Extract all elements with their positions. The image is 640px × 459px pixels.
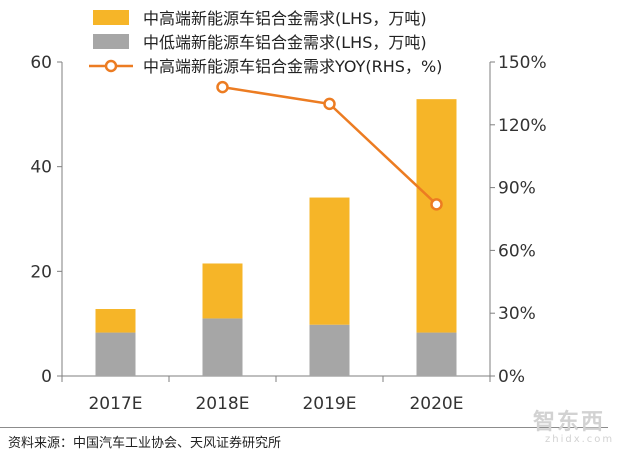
x-tick-label: 2019E <box>302 394 356 414</box>
watermark-url: zhidx.com <box>545 434 615 445</box>
legend-swatch <box>93 10 129 25</box>
source-divider <box>0 427 608 428</box>
x-tick-label: 2017E <box>88 394 142 414</box>
legend-marker <box>104 59 118 73</box>
axes: 0 20 40 60 0% 30% 60% 90% 120% 150% 2017E 2018E 2019… <box>30 53 546 414</box>
legend: 中高端新能源车铝合金需求(LHS，万吨) 中低端新能源车铝合金需求(LHS，万吨)… <box>89 9 442 76</box>
bars <box>95 99 457 376</box>
x-tick-label: 2018E <box>195 394 249 414</box>
chart: 中高端新能源车铝合金需求(LHS，万吨) 中低端新能源车铝合金需求(LHS，万吨)… <box>30 9 546 414</box>
watermark: 智东西 zhidx.com <box>533 404 633 454</box>
yoy-point <box>216 80 229 94</box>
yoy-point <box>323 97 336 111</box>
bar-highend-2018E <box>202 263 243 319</box>
left-tick-label: 20 <box>30 262 52 282</box>
right-tick-label: 120% <box>498 116 547 136</box>
watermark-logo: 智东西 <box>533 410 606 435</box>
right-tick-label: 90% <box>498 179 536 199</box>
left-tick-label: 0 <box>41 367 52 387</box>
right-tick-label: 30% <box>498 304 536 324</box>
source-note: 资料来源：中国汽车工业协会、天风证券研究所 <box>8 436 282 451</box>
left-tick-label: 40 <box>30 158 52 178</box>
legend-label: 中高端新能源车铝合金需求(LHS，万吨) <box>143 9 427 28</box>
yoy-line <box>216 80 443 211</box>
bar-lowmid-2020E <box>416 332 457 376</box>
legend-swatch <box>93 34 129 49</box>
right-tick-label: 0% <box>498 367 525 387</box>
bar-lowmid-2018E <box>202 318 243 376</box>
right-tick-label: 60% <box>498 241 536 261</box>
right-tick-label: 150% <box>498 53 547 73</box>
bar-lowmid-2019E <box>309 324 350 376</box>
yoy-point <box>430 198 443 211</box>
bar-lowmid-2017E <box>95 332 136 376</box>
legend-label: 中高端新能源车铝合金需求YOY(RHS，%) <box>143 57 442 76</box>
left-tick-label: 60 <box>30 53 52 73</box>
legend-label: 中低端新能源车铝合金需求(LHS，万吨) <box>143 33 427 52</box>
x-tick-label: 2020E <box>409 394 463 414</box>
bar-highend-2017E <box>95 309 136 333</box>
bar-highend-2020E <box>416 99 457 333</box>
bar-highend-2019E <box>309 197 350 325</box>
